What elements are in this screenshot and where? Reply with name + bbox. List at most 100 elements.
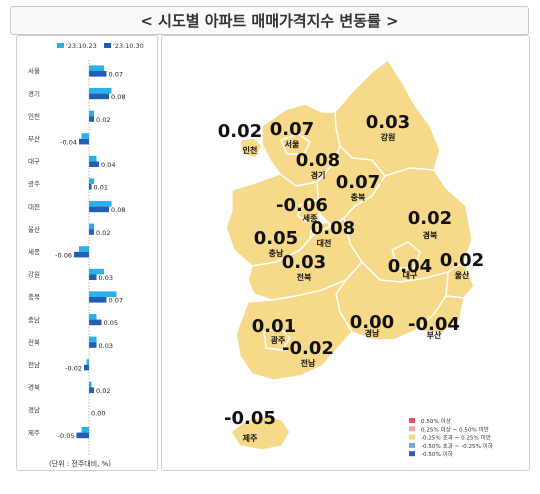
map-region-name: 대전 [317, 238, 332, 248]
bar-prev-week [81, 133, 89, 139]
bar-chart: '23.10.23 '23.10.30 서울 0.07 경기 0.08 인천 0.02 부산… [28, 42, 144, 468]
map-value-label: -0.05 [224, 408, 276, 429]
bar-category-label: 대전 [28, 202, 40, 211]
bar-prev-week [89, 381, 92, 388]
title-box: < 시도별 아파트 매매가격지수 변동률 > [10, 6, 529, 35]
map-region-name: 충북 [351, 192, 366, 202]
bar-data-label: 0.07 [109, 71, 123, 79]
bar-prev-week [89, 201, 112, 207]
map-value-label: 0.02 [440, 250, 484, 271]
map-region-jeonnam [235, 279, 353, 381]
bar-data-label: 0.02 [96, 229, 110, 237]
map-region-name: 세종 [303, 213, 318, 223]
map-region-name: 충남 [269, 248, 284, 258]
map-region-name: 광주 [271, 335, 286, 345]
map-value-label: 0.03 [366, 112, 410, 133]
map-value-label: 0.08 [296, 150, 340, 171]
bar-category-label: 광주 [28, 180, 40, 188]
map-region-incheon [239, 137, 263, 159]
bar-category-label: 서울 [28, 66, 40, 75]
map-region-jeju [230, 415, 291, 451]
bar-prev-week [89, 223, 94, 230]
bar-curr-week [89, 297, 107, 303]
map-value-label: 0.08 [311, 218, 355, 239]
bar-data-label: -0.04 [60, 138, 77, 146]
map-legend-swatch [409, 442, 415, 448]
bar-data-label: -0.06 [55, 251, 72, 259]
bar-category-label: 전남 [28, 360, 40, 369]
bar-curr-week [76, 432, 89, 439]
bar-prev-week [89, 268, 104, 275]
bar-prev-week [89, 314, 97, 320]
bar-curr-week [89, 319, 102, 326]
map-region-name: 전남 [301, 358, 316, 368]
map-legend-swatch [409, 426, 415, 432]
map-value-label: 0.04 [388, 256, 432, 277]
bar-curr-week [89, 206, 109, 213]
map-region-name: 울산 [455, 270, 470, 280]
map-value-label: -0.06 [276, 195, 328, 216]
bar-prev-week [81, 427, 89, 433]
bar-curr-week [89, 274, 97, 280]
map-value-label: 0.00 [350, 312, 394, 333]
bar-category-label: 부산 [28, 134, 40, 143]
bar-prev-week [89, 291, 117, 297]
bar-category-label: 충남 [28, 315, 40, 324]
bar-category-label: 전북 [28, 337, 40, 346]
bar-data-label: 0.03 [99, 274, 113, 282]
bar-prev-week [89, 65, 104, 71]
legend-swatch-prev [57, 43, 64, 48]
bar-category-label: 세종 [28, 247, 40, 256]
bar-category-label: 경북 [28, 383, 40, 392]
bar-data-label: 0.03 [99, 342, 113, 350]
bar-data-label: 0.07 [109, 297, 123, 305]
bar-data-label: -0.02 [65, 364, 82, 372]
map-value-label: 0.07 [270, 119, 314, 140]
bar-curr-week [89, 116, 94, 122]
bar-data-label: 0.02 [96, 116, 110, 124]
map-value-label: 0.05 [254, 228, 298, 249]
bar-data-label: 0.04 [101, 161, 115, 169]
bar-prev-week [89, 110, 94, 117]
map-legend-label: 0.25% 이상 ~ 0.50% 미만 [421, 425, 489, 433]
map-region-gwangju [263, 327, 291, 351]
bar-prev-week [89, 155, 97, 162]
map-region-name: 대구 [403, 270, 418, 280]
map-value-label: 0.07 [336, 172, 380, 193]
bar-data-label: 0.01 [94, 184, 108, 192]
map-legend-label: -0.25% 초과 ~ 0.25% 미만 [421, 434, 491, 442]
unit-note: (단위 : 전주대비, %) [49, 459, 111, 468]
map-region-busan [415, 295, 465, 335]
page-title: < 시도별 아파트 매매가격지수 변동률 > [140, 12, 399, 30]
map-legend-label: 0.50% 이상 [421, 417, 451, 425]
bar-curr-week [89, 161, 99, 167]
map-region-name: 전북 [297, 272, 312, 282]
map-value-label: 0.03 [282, 252, 326, 273]
map-value-label: 0.02 [218, 121, 262, 142]
map-value-label: -0.02 [282, 338, 334, 359]
bar-data-label: -0.05 [58, 432, 75, 440]
map-region-name: 제주 [243, 433, 258, 443]
map-region-sejong [297, 199, 321, 223]
bar-curr-week [79, 138, 89, 145]
map-legend-swatch [409, 451, 415, 457]
map-frame [161, 35, 530, 471]
bar-prev-week [86, 359, 89, 365]
bar-category-label: 경기 [28, 89, 40, 98]
map-region-name: 인천 [243, 145, 258, 155]
map-region-name: 서울 [285, 139, 300, 149]
map-value-label: 0.01 [252, 316, 296, 337]
map-region-seoul [280, 133, 311, 155]
bar-curr-week [89, 184, 92, 190]
bar-data-label: 0.08 [111, 206, 125, 214]
map-value-label: -0.04 [408, 314, 460, 335]
map-value-label: 0.02 [408, 208, 452, 229]
bar-curr-week [89, 229, 94, 235]
bar-category-label: 제주 [28, 429, 40, 437]
bar-curr-week [89, 342, 97, 348]
bar-category-label: 강원 [28, 270, 40, 279]
map-region-name: 부산 [427, 330, 442, 340]
bar-curr-week [84, 364, 89, 371]
bar-curr-week [89, 387, 94, 393]
